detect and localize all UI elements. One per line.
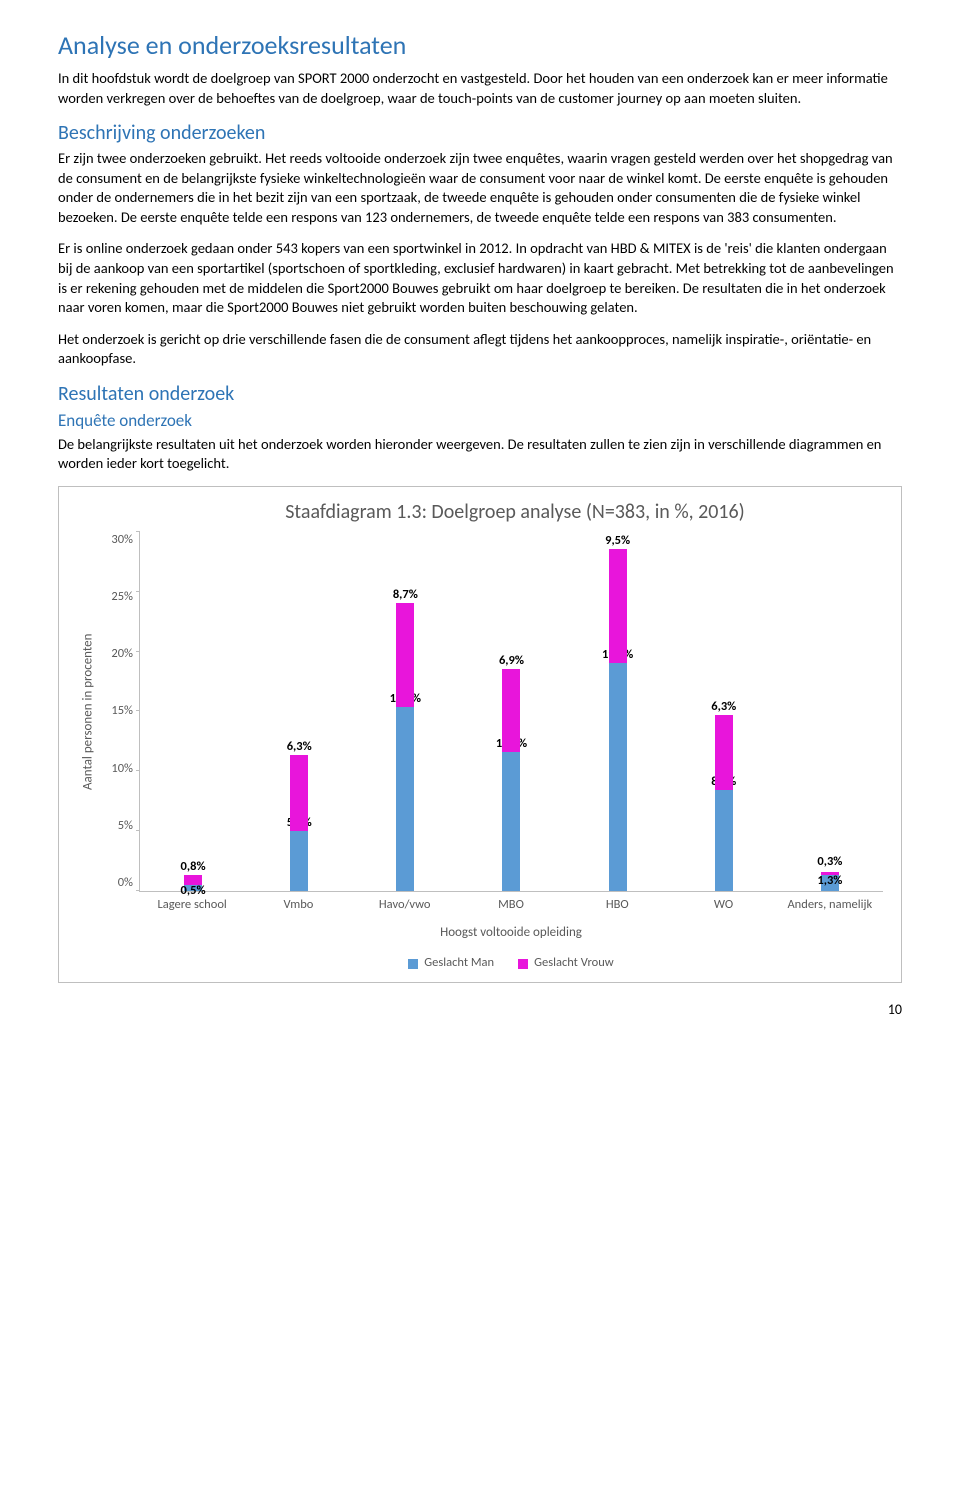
section-heading-beschrijving: Beschrijving onderzoeken [58, 120, 902, 147]
bar-segment-vrouw: 0,8% [184, 875, 202, 885]
bar-segment-man: 0,5% [184, 885, 202, 891]
bar-column: 15,3%8,7% [352, 532, 458, 891]
bar-chart-container: Staafdiagram 1.3: Doelgroep analyse (N=3… [58, 486, 902, 983]
x-tick-label: Anders, namelijk [777, 897, 883, 914]
y-axis-ticks: 30% 25% 20% 15% 10% 5% 0% [99, 532, 139, 892]
bar-segment-man: 15,3% [396, 707, 414, 891]
bar-value-label-vrouw: 6,9% [499, 653, 524, 670]
intro-paragraph: In dit hoofdstuk wordt de doelgroep van … [58, 69, 902, 108]
bar-stack: 0,5%0,8% [184, 875, 202, 891]
bar-column: 5,0%6,3% [246, 532, 352, 891]
legend-swatch [408, 959, 418, 969]
bar-stack: 8,4%6,3% [715, 715, 733, 891]
y-tick-label: 30% [111, 532, 133, 549]
x-tick-label: Vmbo [245, 897, 351, 914]
bar-value-label-vrouw: 0,3% [817, 854, 842, 871]
bar-column: 8,4%6,3% [671, 532, 777, 891]
bar-segment-vrouw: 6,9% [502, 669, 520, 752]
bar-stack: 11,6%6,9% [502, 669, 520, 891]
bar-value-label-vrouw: 9,5% [605, 533, 630, 550]
y-tick-label: 5% [118, 818, 133, 835]
bar-value-label-man: 0,5% [181, 883, 206, 900]
body-paragraph: Er is online onderzoek gedaan onder 543 … [58, 239, 902, 317]
bar-value-label-man: 1,3% [817, 873, 842, 890]
chart-title: Staafdiagram 1.3: Doelgroep analyse (N=3… [147, 499, 883, 526]
x-tick-label: WO [670, 897, 776, 914]
legend-item: Geslacht Vrouw [518, 955, 614, 972]
bar-segment-man: 5,0% [290, 831, 308, 891]
section-heading-resultaten: Resultaten onderzoek [58, 381, 902, 408]
legend-label: Geslacht Vrouw [534, 955, 614, 972]
x-tick-label: MBO [458, 897, 564, 914]
y-tick-label: 10% [111, 761, 133, 778]
body-paragraph: De belangrijkste resultaten uit het onde… [58, 435, 902, 474]
bar-column: 11,6%6,9% [458, 532, 564, 891]
y-tick-label: 0% [118, 875, 133, 892]
body-paragraph: Er zijn twee onderzoeken gebruikt. Het r… [58, 149, 902, 227]
bar-segment-man: 19,0% [609, 663, 627, 891]
bar-stack: 5,0%6,3% [290, 755, 308, 891]
y-tick-label: 20% [111, 646, 133, 663]
bar-value-label-vrouw: 8,7% [393, 587, 418, 604]
y-axis-label-wrap: Aantal personen in procenten [77, 532, 99, 892]
y-axis-label: Aantal personen in procenten [79, 634, 97, 790]
page-number: 10 [58, 1001, 902, 1020]
chart-legend: Geslacht Man Geslacht Vrouw [139, 955, 883, 972]
subsection-heading-enquete: Enquête onderzoek [58, 410, 902, 433]
bar-segment-vrouw: 9,5% [609, 549, 627, 663]
bar-column: 1,3%0,3% [777, 532, 883, 891]
chart-plot-area: Aantal personen in procenten 30% 25% 20% 15… [77, 532, 883, 892]
x-tick-label: Havo/vwo [352, 897, 458, 914]
chart-bars-region: 0,5%0,8%5,0%6,3%15,3%8,7%11,6%6,9%19,0%9… [139, 532, 883, 892]
bar-stack: 19,0%9,5% [609, 549, 627, 891]
bar-value-label-vrouw: 6,3% [287, 739, 312, 756]
bar-segment-vrouw: 8,7% [396, 603, 414, 707]
bar-segment-vrouw: 6,3% [715, 715, 733, 791]
body-paragraph: Het onderzoek is gericht op drie verschi… [58, 330, 902, 369]
bar-segment-man: 1,3% [821, 875, 839, 891]
x-tick-label: HBO [564, 897, 670, 914]
bar-stack: 1,3%0,3% [821, 872, 839, 891]
bar-column: 19,0%9,5% [565, 532, 671, 891]
x-axis-label: Hoogst voltooide opleiding [139, 924, 883, 942]
bar-segment-man: 11,6% [502, 752, 520, 891]
bar-column: 0,5%0,8% [140, 532, 246, 891]
page-title: Analyse en onderzoeksresultaten [58, 28, 902, 63]
bar-value-label-vrouw: 6,3% [711, 699, 736, 716]
x-axis-ticks: Lagere schoolVmboHavo/vwoMBOHBOWOAnders,… [139, 897, 883, 914]
y-tick-label: 25% [111, 589, 133, 606]
y-tick-label: 15% [111, 703, 133, 720]
bar-value-label-vrouw: 0,8% [181, 859, 206, 876]
bar-stack: 15,3%8,7% [396, 603, 414, 891]
legend-label: Geslacht Man [424, 955, 494, 972]
legend-swatch [518, 959, 528, 969]
bar-segment-vrouw: 0,3% [821, 872, 839, 876]
bar-segment-man: 8,4% [715, 790, 733, 891]
bar-segment-vrouw: 6,3% [290, 755, 308, 831]
legend-item: Geslacht Man [408, 955, 494, 972]
